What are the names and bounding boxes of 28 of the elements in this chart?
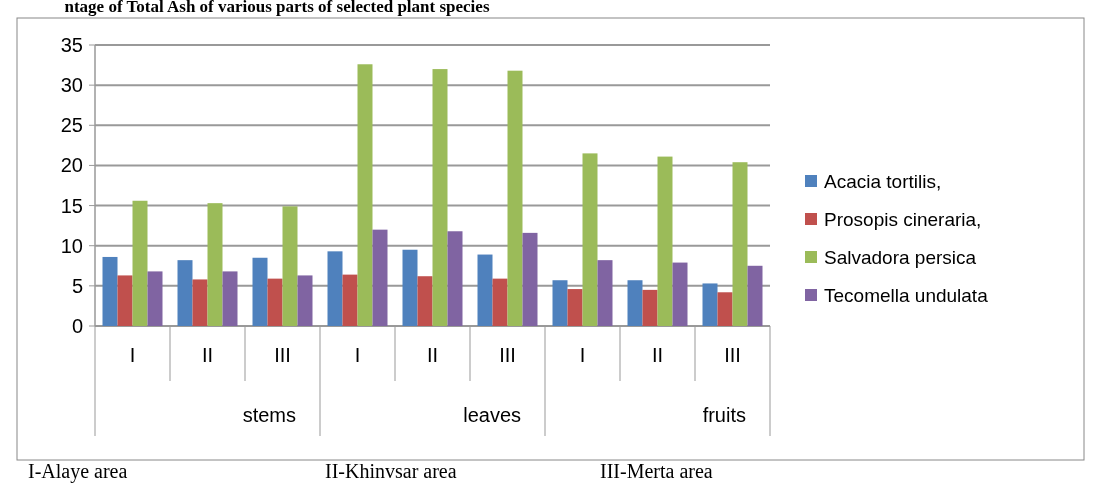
- y-tick-label: 20: [60, 154, 83, 177]
- y-tick-label: 15: [60, 194, 83, 217]
- text: II-Khinvsar area: [325, 460, 457, 482]
- y-tick-label: 5: [71, 274, 83, 297]
- x-tick-label: II: [426, 344, 439, 366]
- text: leaves: [463, 404, 521, 426]
- x-tick-label: III: [499, 344, 516, 366]
- x-tick-label: I: [129, 344, 136, 366]
- text: I-Alaye area: [28, 460, 128, 483]
- legend-label: Salvadora persica: [824, 246, 977, 268]
- y-tick-label: 0: [71, 315, 83, 337]
- x-tick-label: I: [354, 344, 361, 366]
- x-tick-label: I: [579, 344, 586, 366]
- x-tick-label: III: [274, 344, 291, 366]
- x-tick-label: II: [651, 344, 664, 366]
- x-tick-label: II: [201, 344, 214, 366]
- text: III-Merta area: [600, 460, 713, 482]
- legend-label: Acacia tortilis,: [824, 170, 942, 192]
- y-tick-label: 25: [60, 114, 83, 137]
- y-tick-label: 10: [60, 234, 83, 257]
- x-tick-label: III: [724, 344, 741, 366]
- chart-title: ntage of Total Ash of various parts of selected plant species: [64, 0, 490, 16]
- y-tick-label: 35: [60, 34, 83, 56]
- legend-label: Prosopis cineraria,: [824, 208, 982, 230]
- text: fruits: [702, 404, 746, 426]
- text: stems: [242, 404, 296, 426]
- legend-label: Tecomella undulata: [824, 284, 989, 306]
- y-tick-label: 30: [60, 74, 83, 97]
